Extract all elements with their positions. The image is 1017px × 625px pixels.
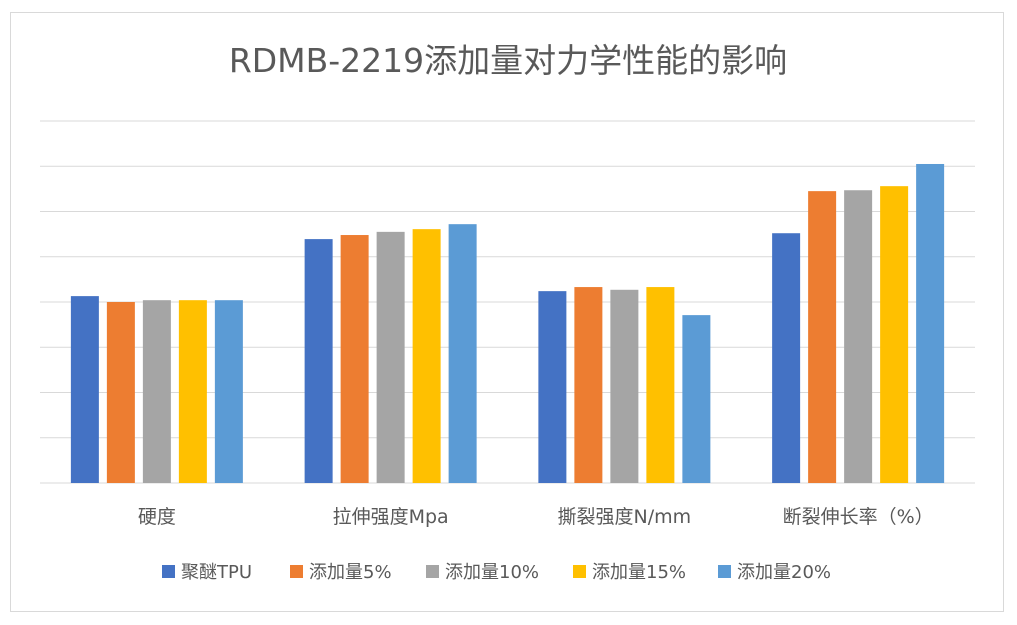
bar bbox=[682, 315, 711, 483]
bar bbox=[916, 163, 945, 484]
x-tick-label: 撕裂强度N/mm bbox=[558, 506, 692, 528]
bar bbox=[106, 302, 135, 483]
chart-frame bbox=[10, 12, 1004, 612]
bar bbox=[880, 186, 909, 483]
bar bbox=[70, 296, 99, 483]
legend-swatch bbox=[573, 565, 586, 578]
bar bbox=[376, 231, 405, 483]
legend-label: 添加量15% bbox=[592, 562, 686, 583]
bar bbox=[412, 229, 441, 483]
bar bbox=[574, 287, 603, 483]
bar bbox=[142, 300, 171, 483]
legend-swatch bbox=[162, 565, 175, 578]
chart-title: RDMB-2219添加量对力学性能的影响 bbox=[229, 41, 787, 80]
bar bbox=[340, 235, 369, 483]
x-tick-label: 拉伸强度Mpa bbox=[333, 506, 449, 528]
legend-swatch bbox=[718, 565, 731, 578]
legend-swatch bbox=[290, 565, 303, 578]
x-tick-label: 断裂伸长率（%） bbox=[783, 506, 934, 528]
legend-label: 添加量10% bbox=[445, 562, 539, 583]
legend-label: 添加量5% bbox=[309, 562, 392, 583]
bar bbox=[538, 291, 567, 483]
bar bbox=[772, 233, 801, 483]
bar bbox=[808, 191, 837, 483]
bar bbox=[646, 287, 675, 483]
legend-label: 添加量20% bbox=[737, 562, 831, 583]
bar bbox=[610, 289, 639, 483]
bar bbox=[304, 239, 333, 483]
bar bbox=[844, 190, 873, 484]
legend-swatch bbox=[426, 565, 439, 578]
x-tick-label: 硬度 bbox=[138, 506, 176, 528]
bar bbox=[448, 224, 477, 484]
bar bbox=[214, 300, 243, 483]
legend-label: 聚醚TPU bbox=[181, 562, 252, 583]
bar bbox=[178, 300, 207, 483]
